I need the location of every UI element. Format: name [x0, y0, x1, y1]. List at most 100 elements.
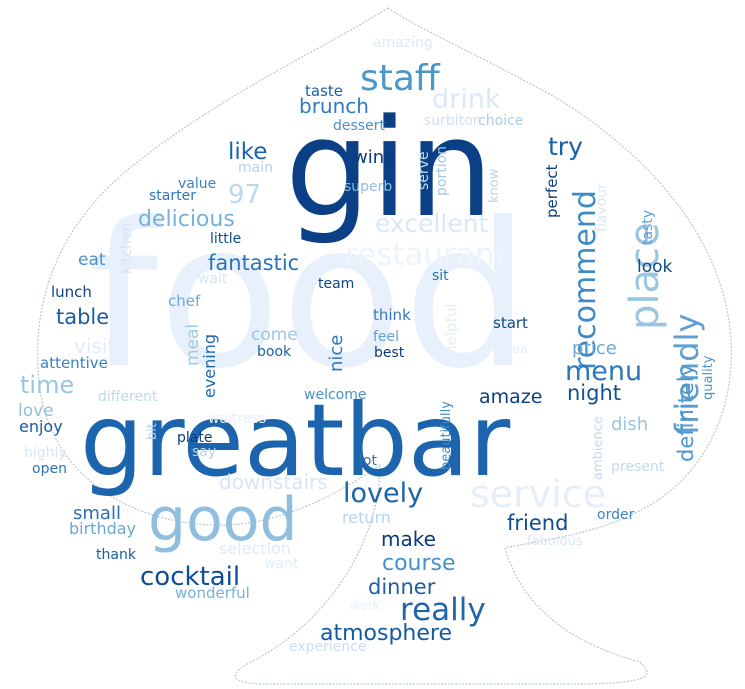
word-look: look: [637, 257, 673, 277]
word-want: want: [264, 556, 299, 572]
word-area: area: [499, 342, 528, 357]
word-helpful: helpful: [442, 304, 460, 355]
word-greatbar: greatbar: [80, 382, 511, 499]
word-tasty: tasty: [640, 210, 656, 245]
word-cocktail: cocktail: [140, 562, 240, 592]
word-come: come: [251, 325, 298, 345]
word-recommend: recommend: [568, 190, 603, 370]
word-bit: bit: [145, 423, 160, 440]
word-course: course: [382, 551, 456, 576]
word-eat: eat: [78, 250, 106, 270]
word-really: really: [400, 592, 486, 628]
word-love: love: [18, 401, 54, 421]
word-price: price: [572, 338, 617, 359]
word-amazing: amazing: [373, 35, 433, 51]
word-flavour: flavour: [594, 183, 610, 232]
word-start: start: [493, 314, 528, 332]
word-dish: dish: [611, 414, 648, 435]
word-fabulous: fabulous: [527, 534, 583, 549]
word-restaurant: restaurant: [345, 237, 507, 273]
word-return: return: [342, 508, 391, 527]
word-open: open: [32, 461, 67, 477]
word-attentive: attentive: [40, 354, 108, 372]
word-service: service: [470, 472, 606, 516]
word-highly: highly: [24, 445, 67, 461]
word-portion: portion: [434, 146, 450, 196]
word-book: book: [257, 344, 292, 360]
word-welcome: welcome: [304, 387, 366, 403]
word-visit: visit: [74, 334, 115, 358]
spade-outline: [36, 7, 732, 685]
word-evening: evening: [200, 334, 219, 398]
word-place: place: [622, 222, 668, 330]
word-different: different: [98, 389, 158, 405]
word-small: small: [73, 503, 121, 524]
word-make: make: [381, 527, 436, 551]
word-brunch: brunch: [299, 94, 369, 118]
word-time: time: [20, 371, 74, 399]
word-serve: serve: [416, 151, 432, 190]
word-plate: plate: [177, 430, 212, 446]
word-know: know: [487, 168, 502, 203]
word-gin: gin: [285, 90, 494, 247]
word-think: think: [373, 306, 411, 324]
word-selection: selection: [219, 539, 291, 558]
word-good: good: [148, 485, 298, 555]
word-wonderful: wonderful: [175, 584, 250, 602]
word-meal: meal: [183, 324, 203, 366]
word-say: say: [192, 444, 216, 460]
word-friend: friend: [507, 511, 568, 535]
word-like: like: [228, 139, 267, 165]
word-enjoy: enjoy: [19, 417, 63, 436]
word-lovely: lovely: [343, 478, 423, 509]
word-lot: lot: [359, 453, 377, 469]
word-staff: staff: [360, 58, 441, 99]
word-nice: nice: [326, 335, 347, 372]
word-birthday: birthday: [69, 519, 136, 538]
word-delicious: delicious: [138, 207, 235, 232]
word-drink: drink: [432, 84, 501, 115]
word-present: present: [611, 459, 665, 475]
word-definitely: definitely: [674, 364, 698, 462]
word-little: little: [210, 231, 241, 247]
word-experience: experience: [289, 639, 367, 655]
word-kitchen: kitchen: [119, 222, 135, 274]
word-dinner: dinner: [368, 575, 436, 599]
word-superb: superb: [344, 179, 392, 195]
word-beautifully: beautifully: [439, 401, 454, 470]
word-value: value: [178, 176, 216, 192]
word-amaze: amaze: [479, 386, 542, 408]
word-work: work: [349, 599, 381, 614]
word-menu: menu: [565, 356, 642, 387]
word-downstairs: downstairs: [219, 470, 328, 494]
word-order: order: [597, 507, 635, 523]
word-team: team: [318, 276, 354, 292]
word-dessert: dessert: [333, 118, 385, 134]
word-night: night: [567, 381, 621, 405]
word-ambience: ambience: [591, 416, 606, 480]
word-food: food: [88, 180, 530, 413]
word-wine: wine: [353, 147, 395, 168]
word-table: table: [56, 305, 109, 329]
word-choice: choice: [478, 113, 523, 129]
word-waitress: waitress: [208, 411, 266, 427]
word-quality: quality: [701, 355, 716, 400]
word-friendly: friendly: [668, 314, 706, 435]
word-97: 97: [228, 180, 261, 210]
word-excellent: excellent: [375, 209, 489, 238]
word-perfect: perfect: [543, 164, 561, 218]
word-wait: wait: [198, 271, 228, 287]
word-chef: chef: [168, 292, 201, 310]
word-taste: taste: [305, 82, 343, 100]
word-lunch: lunch: [51, 283, 92, 301]
word-try: try: [548, 132, 583, 161]
word-feel: feel: [373, 329, 399, 345]
word-main: main: [238, 160, 273, 176]
word-atmosphere: atmosphere: [320, 621, 452, 646]
word-starter: starter: [149, 188, 196, 204]
word-sit: sit: [432, 268, 449, 284]
word-fantastic: fantastic: [208, 251, 299, 275]
word-thank: thank: [96, 547, 137, 563]
